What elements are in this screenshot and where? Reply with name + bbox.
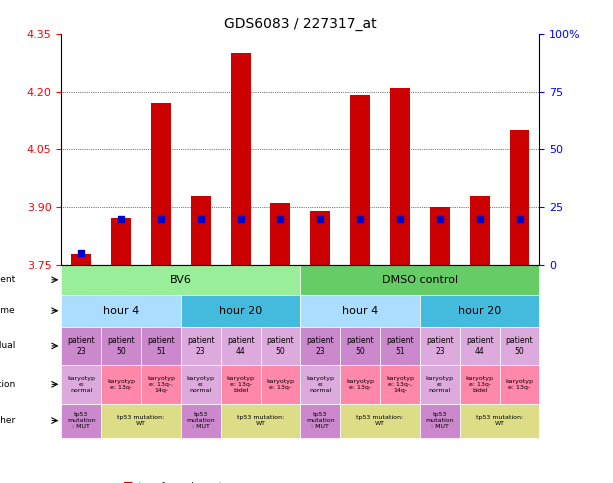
Text: karyotyp
e: 13q-: karyotyp e: 13q-	[506, 379, 533, 390]
Text: transformed count: transformed count	[138, 482, 222, 483]
FancyBboxPatch shape	[500, 327, 539, 365]
FancyBboxPatch shape	[460, 327, 500, 365]
Text: hour 20: hour 20	[219, 306, 262, 316]
Text: karyotyp
e: 13q-: karyotyp e: 13q-	[346, 379, 374, 390]
Text: patient
44: patient 44	[466, 336, 493, 355]
FancyBboxPatch shape	[61, 365, 101, 403]
FancyBboxPatch shape	[300, 265, 539, 295]
FancyBboxPatch shape	[221, 365, 261, 403]
Text: patient
50: patient 50	[346, 336, 374, 355]
Title: GDS6083 / 227317_at: GDS6083 / 227317_at	[224, 17, 376, 31]
Bar	[71, 254, 91, 265]
FancyBboxPatch shape	[420, 403, 460, 438]
Text: karyotyp
e:
normal: karyotyp e: normal	[187, 376, 215, 393]
Bar	[350, 96, 370, 265]
Text: patient
50: patient 50	[506, 336, 533, 355]
Text: karyotyp
e: 13q-: karyotyp e: 13q-	[107, 379, 135, 390]
Text: tp53 mutation:
WT: tp53 mutation: WT	[237, 415, 284, 426]
Text: patient
51: patient 51	[147, 336, 175, 355]
FancyBboxPatch shape	[300, 295, 420, 327]
Bar	[191, 196, 211, 265]
Text: agent: agent	[0, 275, 15, 284]
Text: tp53
mutation
: MUT: tp53 mutation : MUT	[425, 412, 454, 429]
Text: other: other	[0, 416, 15, 425]
Text: hour 4: hour 4	[103, 306, 139, 316]
FancyBboxPatch shape	[181, 327, 221, 365]
Text: tp53
mutation
: MUT: tp53 mutation : MUT	[306, 412, 335, 429]
FancyBboxPatch shape	[300, 403, 340, 438]
FancyBboxPatch shape	[221, 327, 261, 365]
Text: karyotyp
e: 13q-: karyotyp e: 13q-	[267, 379, 294, 390]
Text: BV6: BV6	[170, 275, 192, 285]
Text: patient
23: patient 23	[306, 336, 334, 355]
FancyBboxPatch shape	[380, 327, 420, 365]
Bar	[151, 103, 171, 265]
Text: tp53
mutation
: MUT: tp53 mutation : MUT	[67, 412, 96, 429]
Bar	[230, 53, 251, 265]
FancyBboxPatch shape	[300, 365, 340, 403]
FancyBboxPatch shape	[101, 403, 181, 438]
Bar	[470, 196, 490, 265]
FancyBboxPatch shape	[181, 403, 221, 438]
Text: hour 20: hour 20	[458, 306, 501, 316]
FancyBboxPatch shape	[340, 403, 420, 438]
Bar	[509, 130, 530, 265]
Text: karyotyp
e: 13q-
bidel: karyotyp e: 13q- bidel	[227, 376, 254, 393]
FancyBboxPatch shape	[141, 327, 181, 365]
Text: patient
44: patient 44	[227, 336, 254, 355]
Text: karyotyp
e:
normal: karyotyp e: normal	[306, 376, 334, 393]
FancyBboxPatch shape	[261, 327, 300, 365]
FancyBboxPatch shape	[61, 265, 300, 295]
Text: karyotyp
e:
normal: karyotyp e: normal	[67, 376, 95, 393]
FancyBboxPatch shape	[460, 365, 500, 403]
Text: karyotyp
e: 13q-,
14q-: karyotyp e: 13q-, 14q-	[386, 376, 414, 393]
FancyBboxPatch shape	[141, 365, 181, 403]
Text: genotype/variation: genotype/variation	[0, 380, 15, 389]
Text: karyotyp
e:
normal: karyotyp e: normal	[426, 376, 454, 393]
FancyBboxPatch shape	[380, 365, 420, 403]
Text: patient
50: patient 50	[267, 336, 294, 355]
Bar	[270, 203, 291, 265]
Text: patient
50: patient 50	[107, 336, 135, 355]
Text: ■: ■	[123, 481, 134, 483]
Text: patient
23: patient 23	[187, 336, 215, 355]
Text: hour 4: hour 4	[342, 306, 378, 316]
FancyBboxPatch shape	[61, 295, 181, 327]
Text: time: time	[0, 306, 15, 315]
FancyBboxPatch shape	[500, 365, 539, 403]
FancyBboxPatch shape	[420, 327, 460, 365]
Text: tp53
mutation
: MUT: tp53 mutation : MUT	[186, 412, 215, 429]
Text: karyotyp
e: 13q-,
14q-: karyotyp e: 13q-, 14q-	[147, 376, 175, 393]
FancyBboxPatch shape	[420, 365, 460, 403]
Text: tp53 mutation:
WT: tp53 mutation: WT	[476, 415, 523, 426]
FancyBboxPatch shape	[261, 365, 300, 403]
Text: individual: individual	[0, 341, 15, 351]
FancyBboxPatch shape	[101, 365, 141, 403]
Text: DMSO control: DMSO control	[382, 275, 458, 285]
FancyBboxPatch shape	[340, 327, 380, 365]
Text: tp53 mutation:
WT: tp53 mutation: WT	[118, 415, 164, 426]
Bar	[430, 207, 450, 265]
FancyBboxPatch shape	[101, 327, 141, 365]
FancyBboxPatch shape	[420, 295, 539, 327]
Bar	[111, 218, 131, 265]
Text: patient
23: patient 23	[426, 336, 454, 355]
Bar	[390, 88, 410, 265]
FancyBboxPatch shape	[221, 403, 300, 438]
FancyBboxPatch shape	[181, 365, 221, 403]
Bar	[310, 211, 330, 265]
FancyBboxPatch shape	[181, 295, 300, 327]
Text: patient
23: patient 23	[67, 336, 95, 355]
Text: patient
51: patient 51	[386, 336, 414, 355]
FancyBboxPatch shape	[340, 365, 380, 403]
Text: karyotyp
e: 13q-
bidel: karyotyp e: 13q- bidel	[466, 376, 493, 393]
Text: tp53 mutation:
WT: tp53 mutation: WT	[357, 415, 403, 426]
FancyBboxPatch shape	[61, 327, 101, 365]
FancyBboxPatch shape	[460, 403, 539, 438]
FancyBboxPatch shape	[300, 327, 340, 365]
FancyBboxPatch shape	[61, 403, 101, 438]
